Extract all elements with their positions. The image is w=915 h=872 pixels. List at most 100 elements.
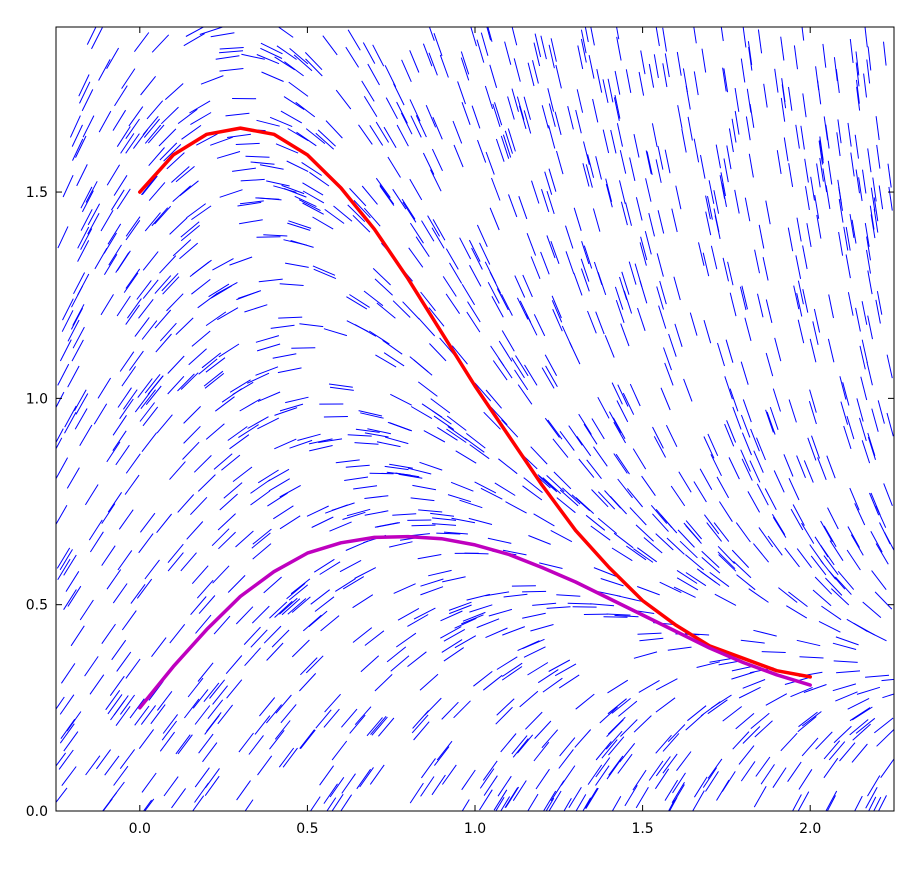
slope-segment [417, 554, 442, 560]
slope-segment [239, 398, 261, 412]
slope-segment [162, 276, 180, 295]
slope-segment [85, 181, 98, 203]
slope-segment [299, 323, 324, 328]
slope-segment [407, 614, 429, 627]
slope-segment [134, 705, 150, 726]
slope-segment [477, 139, 487, 163]
slope-segment [410, 115, 422, 138]
slope-segment [423, 430, 446, 443]
slope-segment [255, 366, 279, 376]
slope-segment [66, 711, 82, 732]
slope-segment [180, 221, 200, 238]
slope-segment [638, 679, 660, 693]
slope-segment [650, 504, 668, 524]
slope-segment [431, 227, 445, 249]
slope-segment [116, 295, 131, 317]
slope-segment [597, 491, 616, 510]
slope-segment [648, 760, 664, 781]
slope-segment [331, 740, 348, 761]
slope-segment [125, 216, 141, 237]
slope-segment [704, 514, 720, 535]
slope-segment [364, 495, 389, 499]
slope-segment [495, 797, 505, 811]
slope-segment [200, 75, 224, 85]
slope-segment [447, 494, 472, 503]
slope-segment [461, 769, 476, 791]
slope-segment [677, 529, 695, 548]
slope-segment [159, 255, 177, 274]
slope-segment [685, 554, 705, 571]
slope-segment [409, 99, 421, 122]
slope-segment [144, 559, 160, 580]
slope-segment [378, 717, 395, 737]
slope-segment [664, 149, 671, 174]
slope-segment [488, 608, 513, 617]
slope-segment [329, 777, 345, 798]
slope-segment [287, 128, 309, 142]
slope-segment [140, 705, 157, 725]
slope-segment [106, 569, 122, 590]
slope-segment [454, 635, 477, 649]
slope-segment [60, 718, 76, 739]
slope-segment [56, 505, 68, 526]
slope-segment [420, 291, 436, 312]
slope-segment [235, 530, 254, 548]
slope-segment [629, 157, 636, 182]
slope-segment [511, 357, 525, 379]
slope-segment [451, 345, 468, 365]
slope-segment [740, 761, 756, 782]
slope-segment [298, 199, 321, 212]
slope-segment [595, 741, 612, 761]
slope-segment [705, 211, 712, 236]
slope-segment [147, 124, 165, 144]
slope-segment [288, 81, 309, 97]
slope-segment [846, 618, 868, 632]
slope-segment [613, 97, 620, 122]
slope-segment [541, 729, 559, 749]
slope-segment [610, 129, 617, 154]
slope-segment [516, 96, 525, 120]
slope-segment [461, 102, 471, 125]
slope-segment [427, 215, 441, 237]
slope-segment [606, 759, 622, 780]
slope-segment [807, 437, 817, 461]
slope-segment [655, 27, 660, 47]
slope-segment [313, 268, 337, 280]
slope-segment [335, 459, 360, 464]
slope-segment [784, 547, 800, 568]
slope-segment [362, 42, 376, 64]
slope-segment [501, 662, 523, 677]
slope-segment [204, 775, 220, 796]
slope-segment [310, 589, 331, 605]
slope-segment [85, 755, 101, 776]
slope-segment [218, 531, 236, 550]
slope-segment [530, 624, 554, 632]
slope-segment [278, 747, 295, 768]
slope-segment [742, 399, 752, 423]
slope-segment [545, 797, 555, 811]
slope-segment [80, 186, 93, 209]
slope-segment [432, 219, 446, 241]
slope-segment [546, 475, 565, 493]
slope-segment [109, 675, 125, 696]
slope-segment [753, 786, 767, 808]
slope-segment [728, 457, 740, 480]
slope-segment [309, 445, 333, 452]
slope-segment [98, 110, 112, 133]
solution-curve-1 [138, 126, 812, 679]
slope-segment [517, 384, 533, 405]
slope-segment [347, 29, 361, 51]
slope-segment [288, 584, 309, 601]
slope-segment [409, 50, 420, 73]
slope-segment [519, 300, 532, 323]
slope-segment [367, 428, 392, 435]
slope-segment [535, 768, 550, 790]
x-tick-label: 1.5 [631, 821, 653, 837]
slope-segment [454, 617, 477, 629]
slope-segment [652, 426, 664, 449]
slope-segment [279, 484, 301, 498]
slope-segment [125, 118, 140, 139]
slope-segment [828, 741, 846, 761]
slope-segment [213, 453, 233, 470]
slope-segment [653, 436, 667, 458]
